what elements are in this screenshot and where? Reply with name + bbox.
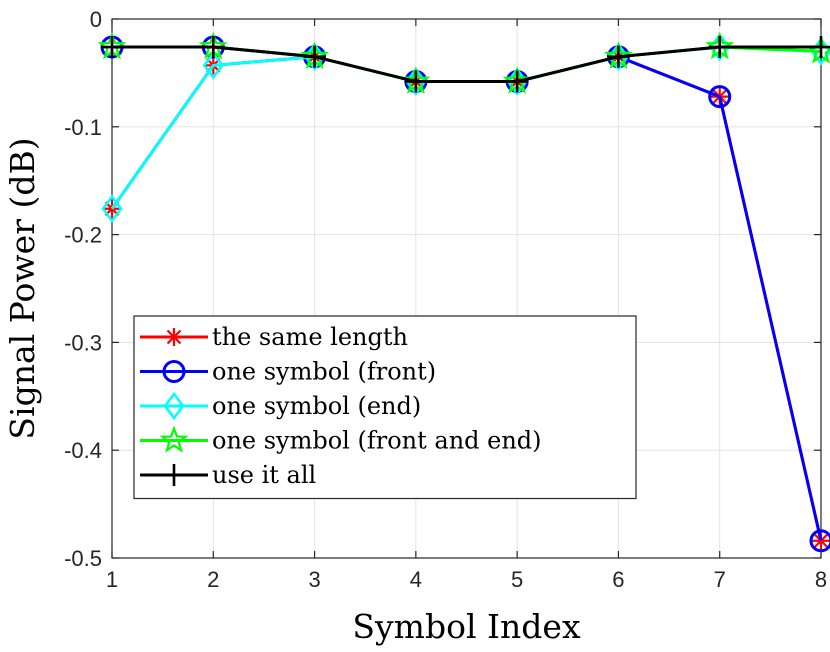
plot-area-frame	[111, 18, 822, 559]
data-point	[506, 70, 529, 93]
data-point	[607, 45, 630, 68]
data-point	[101, 36, 123, 59]
y-tick-label: -0.4	[64, 438, 102, 463]
legend-label: the same length	[212, 323, 408, 351]
data-point	[708, 36, 731, 59]
series-5	[101, 36, 830, 93]
legend-label: one symbol (front)	[212, 358, 436, 386]
y-tick-label: -0.5	[64, 546, 102, 571]
legend-marker	[163, 464, 185, 486]
legend-label: one symbol (front and end)	[212, 427, 542, 455]
legend-item: one symbol (front)	[140, 358, 436, 386]
x-tick-label: 3	[308, 567, 320, 592]
legend-item: use it all	[140, 461, 316, 489]
y-tick-label: -0.1	[64, 115, 102, 140]
data-point	[202, 51, 224, 80]
x-axis-title: Symbol Index	[352, 607, 581, 646]
x-tick-label: 1	[106, 567, 118, 592]
data-point	[303, 45, 326, 68]
legend-item: one symbol (front and end)	[140, 425, 542, 455]
legend-item: one symbol (end)	[140, 391, 421, 421]
legend-label: use it all	[212, 461, 316, 489]
data-point	[202, 36, 225, 59]
y-axis-title: Signal Power (dB)	[3, 137, 42, 439]
legend: the same length one symbol (front) one sym…	[133, 315, 637, 500]
data-point	[810, 36, 830, 59]
series-line	[112, 45, 821, 84]
legend-marker	[165, 328, 183, 346]
legend-marker	[162, 360, 186, 383]
x-tick-label: 6	[612, 567, 624, 592]
x-tick-label: 5	[511, 567, 523, 592]
x-tick-label: 2	[207, 567, 219, 592]
x-tick-label: 4	[410, 567, 422, 592]
y-tick-label: 0	[90, 7, 102, 32]
y-tick-label: -0.3	[64, 330, 102, 355]
data-point	[101, 194, 123, 223]
data-series	[97, 31, 830, 553]
legend-marker	[163, 391, 185, 421]
x-tick-label: 8	[815, 567, 827, 592]
x-tick-label: 7	[714, 567, 726, 592]
legend-item: the same length	[140, 323, 408, 351]
legend-label: one symbol (end)	[212, 392, 421, 420]
data-point	[809, 529, 830, 553]
axis-ticks: 1 2 3 4 5 6 7 8 0 -0.1 -0.2 -0.3 -0.4 -0.5	[64, 7, 827, 592]
legend-box	[133, 315, 637, 500]
y-tick-label: -0.2	[64, 223, 102, 248]
data-point	[708, 85, 732, 109]
data-point	[404, 70, 427, 93]
legend-marker	[159, 425, 189, 453]
